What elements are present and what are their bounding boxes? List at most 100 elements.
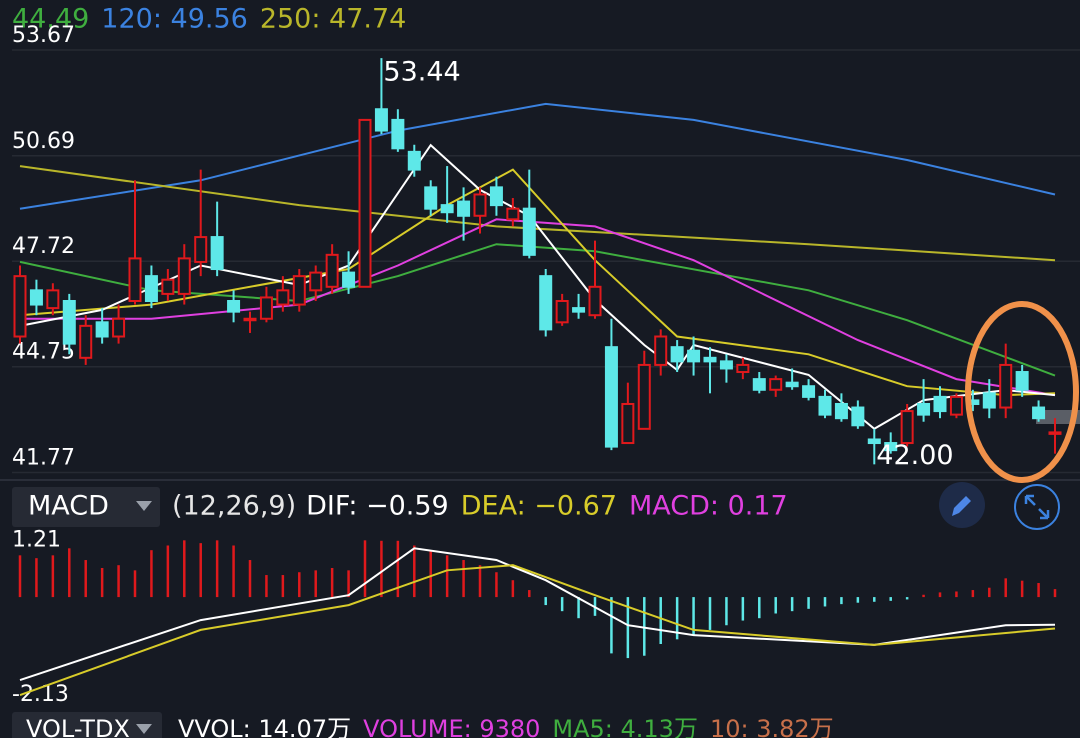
- candle-body: [654, 335, 668, 366]
- candle-body: [933, 395, 947, 413]
- candle-body: [342, 271, 356, 288]
- candle-body: [29, 289, 43, 306]
- legend-entry: VVOL: 14.07万: [178, 715, 351, 738]
- candle-body: [194, 236, 208, 263]
- volume-dropdown[interactable]: [12, 712, 162, 738]
- legend-entry: DEA: −0.67: [461, 491, 617, 522]
- candle-body: [818, 395, 832, 416]
- candle-body: [1032, 406, 1046, 420]
- extreme-label: 42.00: [876, 440, 953, 471]
- candle-body: [227, 300, 241, 313]
- y-tick-label: 47.72: [12, 234, 75, 259]
- candle-body: [703, 356, 717, 363]
- candle-body: [489, 186, 503, 207]
- candle-body: [391, 118, 405, 150]
- candle-body: [851, 406, 865, 427]
- dropdown-arrow: [136, 724, 152, 734]
- candle-body: [128, 257, 142, 302]
- indicator-line: [19, 165, 1056, 262]
- candle-body: [506, 207, 520, 221]
- plot: 44.49 120: 49.56 250: 47.74 53.67 50.69 47.72…: [12, 4, 1080, 738]
- candle-body: [752, 378, 766, 391]
- candle-body: [112, 317, 126, 338]
- candle-body: [604, 346, 618, 448]
- candle-body: [95, 321, 109, 338]
- legend-entry: MACD: 0.17: [629, 491, 788, 522]
- candle-body: [572, 307, 586, 313]
- candle-body: [736, 363, 750, 374]
- candle-body: [440, 204, 454, 214]
- candle-body: [900, 410, 914, 445]
- candle-body: [785, 381, 799, 388]
- candle-body: [210, 236, 224, 271]
- indicator-name: MACD: [28, 491, 109, 522]
- indicator-line: [19, 564, 1056, 697]
- candle-body: [769, 378, 783, 391]
- candle-body: [161, 278, 175, 295]
- y-tick-label: 1.21: [12, 527, 61, 552]
- candle-body: [670, 346, 684, 363]
- dropdown-arrow: [136, 501, 152, 511]
- indicator-line: [19, 243, 1056, 377]
- candle-body: [62, 300, 76, 345]
- candle-body: [46, 289, 60, 310]
- candle-body: [687, 349, 701, 363]
- candle-body: [621, 402, 635, 445]
- candle-body: [982, 392, 996, 409]
- legend-entry: 120: 49.56: [101, 4, 248, 35]
- candle-body: [144, 275, 158, 302]
- extreme-label: 53.44: [383, 57, 460, 88]
- candle-body: [374, 108, 388, 132]
- candle-body: [1015, 371, 1029, 391]
- indicator-line: [20, 218, 1056, 397]
- candle-body: [243, 317, 257, 322]
- candle-body: [424, 186, 438, 210]
- legend-entry: VOLUME: 9380: [363, 715, 540, 738]
- highlight-ellipse: [965, 301, 1079, 483]
- candle-body: [276, 289, 290, 306]
- candle-body: [637, 363, 651, 430]
- y-tick-label: 41.77: [12, 446, 75, 471]
- indicator-dropdown[interactable]: [12, 487, 160, 527]
- candle-body: [325, 253, 339, 288]
- pencil-icon: [952, 496, 971, 516]
- candle-body: [884, 442, 898, 452]
- candle-body: [834, 402, 848, 420]
- legend-entry: MA5: 4.13万: [552, 715, 698, 738]
- candle-body: [999, 363, 1013, 409]
- candle-body: [802, 385, 816, 398]
- candle-body: [13, 275, 27, 338]
- candle-body: [177, 257, 191, 295]
- y-tick-label: 50.69: [12, 129, 75, 154]
- candle-body: [358, 118, 372, 288]
- y-tick-label: 53.67: [12, 23, 75, 48]
- candle-body: [539, 275, 553, 331]
- legend-entry: 250: 47.74: [260, 4, 407, 35]
- price-tag: [1036, 410, 1080, 424]
- candle-body: [309, 271, 323, 292]
- candle-body: [719, 360, 733, 370]
- indicator-line: [19, 547, 1056, 682]
- candle-body: [292, 275, 306, 306]
- candle-body: [457, 200, 471, 217]
- legend-entry: 10: 3.82万: [710, 715, 834, 738]
- candle-body: [555, 300, 569, 324]
- candle-body: [867, 438, 881, 445]
- candle-body: [949, 395, 963, 416]
- candle-body: [473, 193, 487, 217]
- candle-body: [1048, 431, 1062, 435]
- candle-body: [407, 150, 421, 171]
- expand-button[interactable]: [1014, 484, 1060, 530]
- legend-entry: 44.49: [12, 4, 89, 35]
- expand-icon: [1024, 494, 1050, 520]
- candle-body: [79, 324, 93, 359]
- candle-body: [588, 285, 602, 317]
- indicator-params: (12,26,9): [172, 491, 296, 522]
- candle-body: [522, 207, 536, 256]
- candle-body: [259, 296, 273, 320]
- candle-body: [917, 402, 931, 416]
- volume-indicator-name: VOL-TDX: [26, 715, 130, 738]
- legend-entry: DIF: −0.59: [306, 491, 449, 522]
